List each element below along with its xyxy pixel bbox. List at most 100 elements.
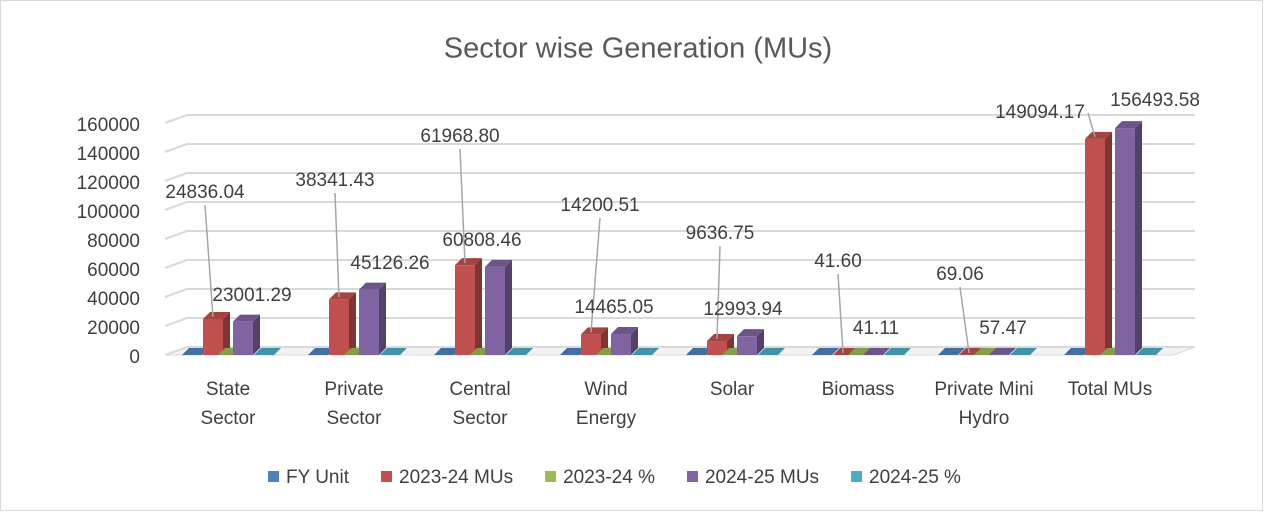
bar-face [329, 292, 356, 300]
legend-swatch [381, 471, 393, 482]
data-label: 14200.51 [560, 195, 639, 216]
bar [686, 348, 713, 355]
bar-face [506, 348, 533, 355]
chart-title: Sector wise Generation (MUs) [444, 33, 832, 65]
legend-swatch [268, 471, 279, 482]
legend-label: 2024-25 MUs [705, 467, 819, 488]
bar-face [686, 348, 713, 355]
bar [1136, 348, 1163, 355]
bar-face [560, 348, 587, 355]
bar [329, 292, 356, 355]
data-label: 156493.58 [1110, 90, 1200, 111]
bar-face [737, 329, 764, 337]
legend-label: 2023-24 % [563, 467, 655, 488]
bar [455, 258, 482, 355]
leader-line [334, 192, 340, 298]
leader-line [716, 245, 721, 340]
y-tick-label: 80000 [87, 231, 140, 252]
leader-line [1087, 112, 1096, 138]
bar-face [863, 347, 890, 355]
x-tick-label: Solar [709, 379, 755, 400]
bar [737, 329, 764, 355]
data-label: 24836.04 [165, 182, 245, 203]
x-tick-label: Central Sector [449, 379, 511, 429]
bar-face [1009, 347, 1016, 355]
bar-face [631, 327, 638, 355]
bar-face [349, 292, 356, 355]
bar [1115, 121, 1142, 355]
bar-face [1105, 131, 1112, 355]
y-tick-label: 160000 [77, 115, 140, 136]
bar [611, 327, 638, 355]
bar-face [611, 334, 631, 355]
data-label: 14465.05 [574, 297, 653, 318]
bar [758, 348, 785, 355]
grid-line [164, 288, 1195, 298]
grid-line [164, 143, 1195, 153]
bar [707, 334, 734, 355]
bar [989, 347, 1016, 355]
bar-face [707, 334, 734, 342]
legend-label: 2023-24 MUs [399, 467, 513, 488]
bar-face [812, 348, 839, 355]
bar [182, 348, 209, 355]
data-label: 9636.75 [686, 223, 755, 244]
bar [632, 348, 659, 355]
bar-face [329, 299, 349, 355]
bar-face [308, 348, 335, 355]
bar-face [737, 336, 757, 355]
bar [380, 348, 407, 355]
grid-line [164, 317, 1195, 327]
bar-face [359, 289, 379, 355]
legend-swatch [686, 471, 698, 482]
grid-line [164, 259, 1195, 269]
y-tick-label: 120000 [77, 173, 140, 194]
bar-face [485, 259, 512, 267]
bar-face [757, 329, 764, 355]
bar-face [1136, 348, 1163, 355]
bar [884, 348, 911, 355]
y-tick-label: 40000 [87, 289, 140, 310]
data-label: 149094.17 [995, 102, 1085, 123]
bar-face [434, 348, 461, 355]
bar-face [254, 348, 281, 355]
bar-face [758, 348, 785, 355]
legend-swatch [545, 471, 557, 482]
bar-face [938, 348, 965, 355]
bar-face [1085, 131, 1112, 139]
bar-face [475, 258, 482, 355]
bar-face [1085, 138, 1105, 355]
bar [485, 259, 512, 355]
bar-face [223, 311, 230, 355]
grid-line [164, 201, 1195, 211]
data-label: 23001.29 [212, 285, 291, 306]
grid-line [164, 346, 1195, 356]
bar [359, 282, 386, 355]
bar-face [455, 258, 482, 266]
leader-line [837, 273, 844, 353]
bar-face [1135, 121, 1142, 355]
bar-face [989, 347, 1016, 355]
bar-face [1115, 121, 1142, 129]
bar [560, 348, 587, 355]
bar [938, 348, 965, 355]
legend-label: FY Unit [286, 467, 350, 488]
x-tick-label: Wind Energy [575, 379, 637, 429]
data-label: 12993.94 [703, 299, 783, 320]
bar-face [581, 327, 608, 335]
y-tick-label: 100000 [77, 202, 140, 223]
bar [203, 311, 230, 355]
bar [254, 348, 281, 355]
bar-face [884, 348, 911, 355]
bar [233, 314, 260, 355]
bar-face [455, 265, 475, 355]
bar-face [253, 314, 260, 355]
bar-face [359, 282, 386, 290]
x-tick-label: Private Sector [324, 379, 384, 429]
y-tick-label: 60000 [87, 260, 140, 281]
bar-face [485, 266, 505, 355]
bar [308, 348, 335, 355]
bar [812, 348, 839, 355]
